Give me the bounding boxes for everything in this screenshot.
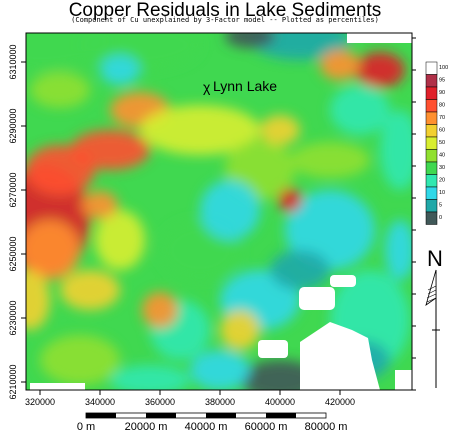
x-tick-label: 340000 xyxy=(85,397,115,407)
legend-swatch xyxy=(425,174,438,188)
lynn-lake-label: Lynn Lake xyxy=(213,78,277,94)
legend-swatch xyxy=(425,99,438,113)
legend-swatch xyxy=(425,199,438,213)
no-data-areas xyxy=(30,33,412,390)
y-tick-label: 6250000 xyxy=(8,236,18,271)
map-title: Copper Residuals in Lake Sediments xyxy=(68,0,382,21)
legend-label: 0 xyxy=(439,215,442,221)
y-tick-label: 6210000 xyxy=(8,364,18,399)
north-label: N xyxy=(427,246,443,271)
legend-label: 100 xyxy=(439,65,448,71)
legend-swatch xyxy=(425,186,438,200)
legend-label: 60 xyxy=(439,128,445,134)
legend-swatch xyxy=(425,149,438,163)
x-tick-label: 380000 xyxy=(205,397,235,407)
scale-bar: 0 m 20000 m 40000 m 60000 m 80000 m xyxy=(77,412,348,433)
legend-label: 5 xyxy=(439,203,442,209)
legend-swatch xyxy=(425,124,438,138)
x-tick-label: 420000 xyxy=(325,397,355,407)
legend-label: 30 xyxy=(439,165,445,171)
legend-label: 50 xyxy=(439,140,445,146)
legend-label: 10 xyxy=(439,190,445,196)
scale-label: 80000 m xyxy=(305,421,348,433)
x-tick-label: 320000 xyxy=(25,397,55,407)
right-tick-marks xyxy=(412,37,416,391)
legend-label: 80 xyxy=(439,103,445,109)
y-axis: 6310000 6290000 6270000 6250000 6230000 62100… xyxy=(8,44,26,400)
legend-swatch xyxy=(425,161,438,175)
scale-label: 0 m xyxy=(77,421,95,433)
map-subtitle: (Component of Cu unexplained by 3-Factor… xyxy=(71,16,379,24)
legend-swatch xyxy=(425,74,438,88)
y-tick-label: 6230000 xyxy=(8,300,18,335)
x-tick-label: 400000 xyxy=(265,397,295,407)
x-tick-label: 360000 xyxy=(145,397,175,407)
residual-map xyxy=(26,33,412,390)
y-tick-label: 6270000 xyxy=(8,172,18,207)
north-arrow: N xyxy=(425,246,443,388)
y-tick-label: 6310000 xyxy=(8,44,18,79)
scale-label: 60000 m xyxy=(245,421,288,433)
scale-label: 40000 m xyxy=(185,421,228,433)
legend-swatch xyxy=(425,136,438,150)
legend-label: 20 xyxy=(439,178,445,184)
legend-label: 40 xyxy=(439,153,445,159)
legend-label: 95 xyxy=(439,78,445,84)
lynn-lake-marker: χ xyxy=(203,79,211,95)
scale-label: 20000 m xyxy=(125,421,168,433)
y-tick-label: 6290000 xyxy=(8,108,18,143)
legend-swatch xyxy=(425,111,438,125)
legend-swatch xyxy=(425,86,438,100)
legend-label: 90 xyxy=(439,90,445,96)
x-axis: 320000 340000 360000 380000 400000 420000 xyxy=(25,389,412,407)
legend-label: 70 xyxy=(439,115,445,121)
legend-swatch xyxy=(425,211,438,225)
legend-swatch xyxy=(425,61,438,75)
